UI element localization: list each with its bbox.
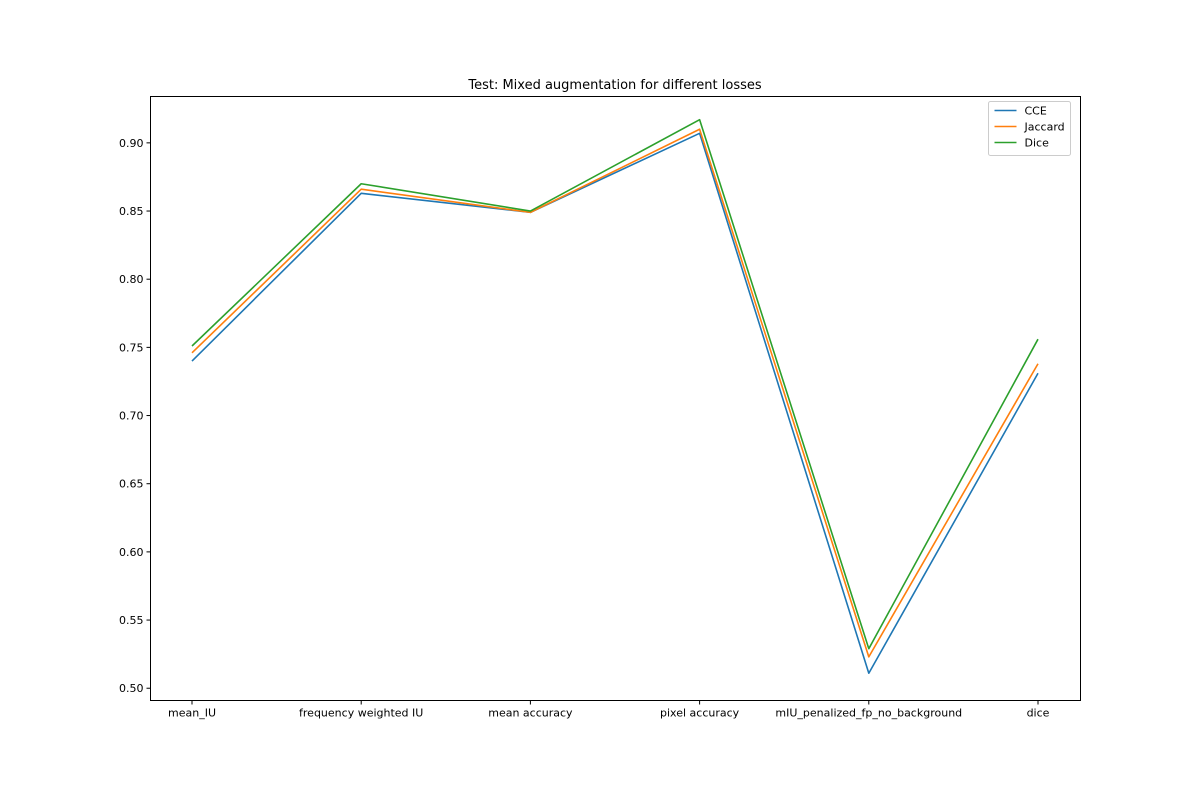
legend-label-dice: Dice [1025,137,1050,150]
series-line-dice [191,118,1039,650]
y-tick-label: 0.55 [119,614,144,627]
y-tick-label: 0.90 [119,137,144,150]
x-axis: mean_IU frequency weighted IU mean accurac… [168,700,1050,720]
y-tick-label: 0.50 [119,682,144,695]
plot-lines [191,118,1039,675]
y-tick-label: 0.65 [119,478,144,491]
plot-frame [150,96,1081,701]
x-tick-label: dice [1027,707,1050,720]
x-tick-label: pixel accuracy [660,707,740,720]
y-tick-label: 0.75 [119,341,144,354]
legend-label-jaccard: Jaccard [1024,121,1065,134]
x-tick-label: mean accuracy [488,707,573,720]
x-tick-label: mean_IU [168,707,216,720]
legend: CCE Jaccard Dice [988,101,1071,156]
x-tick-label: frequency weighted IU [299,707,423,720]
y-tick-label: 0.70 [119,410,144,423]
legend-label-cce: CCE [1025,105,1047,118]
y-tick-label: 0.60 [119,546,144,559]
chart-title: Test: Mixed augmentation for different l… [467,78,762,93]
y-tick-label: 0.85 [119,205,144,218]
series-line-cce [191,132,1039,675]
series-line-jaccard [191,128,1039,658]
x-tick-label: mIU_penalized_fp_no_background [775,707,962,720]
y-axis: 0.50 0.55 0.60 0.65 0.70 0.75 0.80 0.85 0.90 [119,137,151,695]
y-tick-label: 0.80 [119,273,144,286]
